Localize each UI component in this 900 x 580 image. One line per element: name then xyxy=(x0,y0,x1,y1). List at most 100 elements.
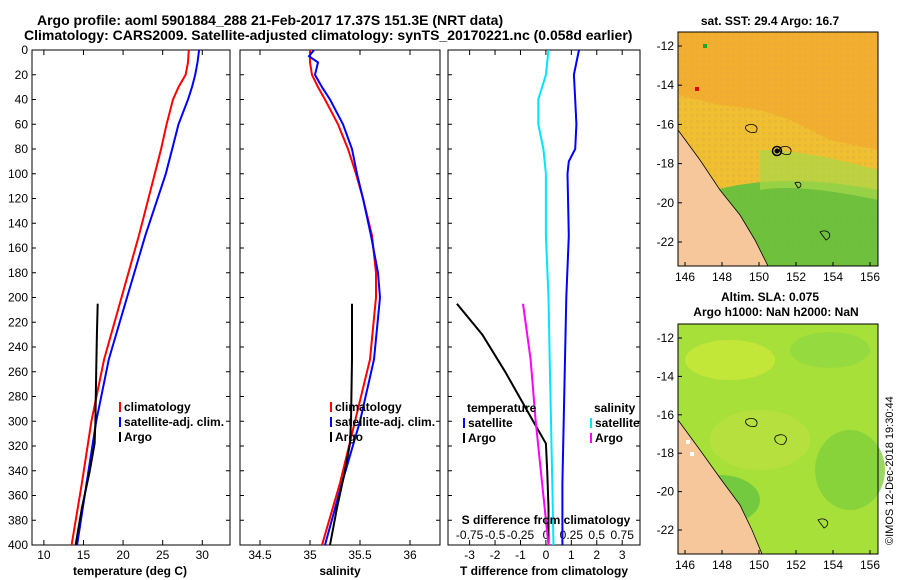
sla-map xyxy=(677,323,885,555)
map-y-tick-label: -22 xyxy=(657,235,675,249)
temperature-plot-frame xyxy=(31,49,231,546)
salinity-plot-frame xyxy=(239,49,441,546)
depth-tick-label: 360 xyxy=(8,489,28,503)
sst-map-axes: 146 148 150 152 154 156 -12 -14 -16 -18 -20 -22 xyxy=(657,39,881,284)
x-tick-label: 25 xyxy=(156,548,170,562)
difference-legend: temperature satellite Argo salinity sate… xyxy=(463,401,640,445)
depth-tick-label: 260 xyxy=(8,365,28,379)
map-y-tick-label: -12 xyxy=(657,39,675,53)
map-x-tick-label: 154 xyxy=(823,270,843,284)
temperature-series xyxy=(70,50,201,545)
depth-tick-label: 280 xyxy=(8,390,28,404)
legend-title-temperature: temperature xyxy=(467,401,537,415)
legend-label-climatology: climatology xyxy=(124,400,191,414)
x-tick-label: 36 xyxy=(403,548,417,562)
salinity-series xyxy=(307,50,382,545)
map-y-tick-label: -16 xyxy=(657,408,675,422)
t-difference-x-label: T difference from climatology xyxy=(460,564,628,578)
x-tick-label: 15 xyxy=(77,548,91,562)
depth-tick-label: 160 xyxy=(8,241,28,255)
sst-map xyxy=(677,31,879,267)
depth-tick-label: 120 xyxy=(8,192,28,206)
series-line-climatology xyxy=(70,50,190,545)
x-tick-label: 0 xyxy=(543,548,550,562)
depth-tick-label: 100 xyxy=(8,167,28,181)
x-tick-label: 2 xyxy=(593,548,600,562)
difference-plot-frame xyxy=(447,49,641,546)
map-x-tick-label: 154 xyxy=(823,558,843,572)
x-tick-label: 35 xyxy=(303,548,317,562)
depth-tick-label: 300 xyxy=(8,414,28,428)
map-y-tick-label: -22 xyxy=(657,523,675,537)
depth-tick-label: 320 xyxy=(8,439,28,453)
map-y-tick-label: -18 xyxy=(657,446,675,460)
depth-tick-label: 60 xyxy=(15,117,29,131)
map-y-tick-label: -14 xyxy=(657,78,675,92)
difference-series xyxy=(456,50,580,545)
map-y-tick-label: -14 xyxy=(657,369,675,383)
x-tick-label: -1 xyxy=(515,548,526,562)
map-x-tick-label: 156 xyxy=(860,270,880,284)
legend-label-satellite: satellite-adj. clim. xyxy=(335,415,435,429)
depth-tick-label: 80 xyxy=(15,142,29,156)
legend-label-argo: Argo xyxy=(124,430,152,444)
depth-tick-label: 220 xyxy=(8,315,28,329)
map-x-tick-label: 150 xyxy=(749,558,769,572)
salinity-x-label: salinity xyxy=(319,564,361,578)
x-tick-label: 10 xyxy=(37,548,51,562)
x-tick-label: 34.5 xyxy=(248,548,272,562)
sla-map-title-line2: Argo h1000: NaN h2000: NaN xyxy=(693,305,858,319)
legend-label-satellite: satellite-adj. clim. xyxy=(124,415,224,429)
map-x-tick-label: 152 xyxy=(786,270,806,284)
series-line-salinity-satellite xyxy=(537,50,555,545)
map-x-tick-label: 156 xyxy=(860,558,880,572)
map-y-tick-label: -18 xyxy=(657,157,675,171)
s-diff-tick-label: 0.75 xyxy=(611,528,635,542)
depth-tick-label: 20 xyxy=(15,68,29,82)
argo-location-dot xyxy=(774,148,780,154)
map-y-tick-label: -16 xyxy=(657,117,675,131)
s-diff-tick-label: -0.25 xyxy=(507,528,535,542)
legend-label-t-argo: Argo xyxy=(468,431,496,445)
depth-axis: 0 20 40 60 80 100 120 140 160 180 200 220 240 260 280 3… xyxy=(8,43,28,552)
depth-tick-label: 180 xyxy=(8,266,28,280)
depth-tick-label: 40 xyxy=(15,93,29,107)
figure-title-line1: Argo profile: aoml 5901884_288 21-Feb-20… xyxy=(37,12,504,28)
depth-tick-label: 0 xyxy=(21,43,28,57)
map-y-tick-label: -20 xyxy=(657,196,675,210)
temperature-x-axis: 10 15 20 25 30 xyxy=(32,49,230,562)
sla-map-frame xyxy=(677,323,879,555)
series-line-argo xyxy=(329,303,353,545)
s-difference-axis: -0.75 -0.5 -0.25 0 0.25 0.5 0.75 xyxy=(456,528,634,542)
map-x-tick-label: 146 xyxy=(675,270,695,284)
s-diff-tick-label: 0.5 xyxy=(588,528,605,542)
x-tick-label: 1 xyxy=(568,548,575,562)
x-tick-label: -2 xyxy=(490,548,501,562)
s-difference-label: S difference from climatology xyxy=(462,513,631,527)
series-line-satellite-adj-clim- xyxy=(307,50,382,545)
x-tick-label: 30 xyxy=(196,548,210,562)
map-x-tick-label: 150 xyxy=(749,270,769,284)
s-diff-tick-label: -0.5 xyxy=(485,528,506,542)
legend-label-argo: Argo xyxy=(335,430,363,444)
temperature-legend: climatology satellite-adj. clim. Argo xyxy=(119,400,224,444)
map-x-tick-label: 152 xyxy=(786,558,806,572)
map-y-tick-label: -12 xyxy=(657,331,675,345)
sst-map-title: sat. SST: 29.4 Argo: 16.7 xyxy=(701,14,840,28)
legend-label-climatology: climatology xyxy=(335,400,402,414)
x-tick-label: 20 xyxy=(116,548,130,562)
map-y-tick-label: -20 xyxy=(657,485,675,499)
sst-map-frame xyxy=(677,31,879,267)
series-line-argo xyxy=(74,303,99,545)
x-tick-label: -3 xyxy=(464,548,475,562)
sla-map-axes: 146 148 150 152 154 156 -12 -14 -16 -18 -20 -22 xyxy=(657,331,881,572)
legend-label-t-satellite: satellite xyxy=(468,416,513,430)
legend-label-s-satellite: satellite xyxy=(595,416,640,430)
s-diff-tick-label: -0.75 xyxy=(456,528,484,542)
t-difference-x-axis: -3 -2 -1 0 1 2 3 xyxy=(448,49,640,562)
x-tick-label: 3 xyxy=(619,548,626,562)
salinity-x-axis: 34.5 35 35.5 36 xyxy=(240,49,440,562)
x-tick-label: 35.5 xyxy=(348,548,372,562)
series-line-temperature-satellite xyxy=(561,50,580,545)
series-line-satellite-adj-clim- xyxy=(76,50,201,545)
